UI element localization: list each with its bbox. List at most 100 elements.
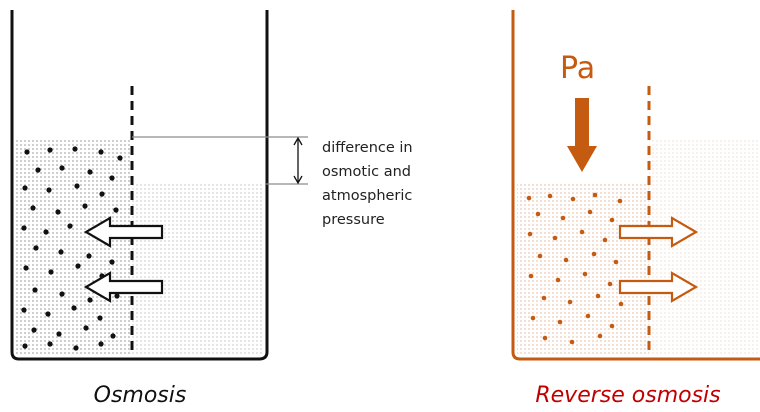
solute-particle <box>597 333 603 339</box>
solute-particles-left <box>21 146 123 351</box>
solute-particle <box>48 269 54 275</box>
solute-particle <box>43 229 49 235</box>
solute-particle <box>552 235 558 241</box>
solute-particle <box>613 259 619 265</box>
left-beaker <box>10 10 269 361</box>
solute-particle <box>99 191 105 197</box>
solute-particle <box>73 345 79 351</box>
solute-particle <box>24 149 30 155</box>
solute-particle <box>114 293 120 299</box>
solute-particle <box>555 277 561 283</box>
solute-particle <box>537 253 543 259</box>
solute-particle <box>582 271 588 277</box>
solute-particle <box>98 341 104 347</box>
caption-line-4: pressure <box>322 212 385 228</box>
osmosis-title: Osmosis <box>94 383 187 408</box>
solute-particle <box>87 169 93 175</box>
solute-particle <box>528 273 534 279</box>
solute-particle <box>46 187 52 193</box>
solute-particle <box>527 231 533 237</box>
solute-particle <box>83 325 89 331</box>
solute-particle <box>55 209 61 215</box>
solute-particle <box>609 323 615 329</box>
solute-particle <box>542 335 548 341</box>
solute-particle <box>45 311 51 317</box>
solute-particle <box>33 245 39 251</box>
solute-particle <box>579 229 585 235</box>
caption-line-3: atmospheric <box>322 188 412 204</box>
solute-particle <box>87 297 93 303</box>
applied-pressure-arrow-icon <box>567 98 597 172</box>
solute-particle <box>587 209 593 215</box>
caption-line-2: osmotic and <box>322 164 411 180</box>
solute-particle <box>530 315 536 321</box>
solute-particle <box>31 327 37 333</box>
reverse-flow-arrow-lower <box>618 271 699 303</box>
solute-particle <box>541 295 547 301</box>
osmosis-arrow-upper <box>83 216 164 248</box>
solute-particle <box>47 147 53 153</box>
solute-particle <box>98 149 104 155</box>
reverse-osmosis-title: Reverse osmosis <box>535 383 720 408</box>
solute-particle <box>567 299 573 305</box>
right-solvent-fill <box>649 138 760 356</box>
solute-particle <box>617 198 623 204</box>
solute-particle <box>97 315 103 321</box>
solute-particle <box>21 307 27 313</box>
solute-particle <box>585 313 591 319</box>
left-solvent-fill <box>132 184 264 356</box>
solute-particle <box>35 167 41 173</box>
solute-particle <box>535 211 541 217</box>
solute-particle <box>113 207 119 213</box>
solute-particle <box>557 319 563 325</box>
solute-particle <box>56 331 62 337</box>
solute-particle <box>592 192 598 198</box>
solute-particle <box>110 333 116 339</box>
solute-particle <box>22 185 28 191</box>
solute-particle <box>75 263 81 269</box>
solute-particle <box>560 215 566 221</box>
solute-particle <box>563 257 569 263</box>
reverse-osmosis-panel: Pa Reverse osmosis <box>511 10 760 408</box>
solute-particle <box>570 196 576 202</box>
solute-particle <box>602 237 608 243</box>
solute-particle <box>59 165 65 171</box>
solute-particle <box>618 301 624 307</box>
pressure-difference-indicator <box>132 136 308 185</box>
right-solution-fill <box>517 184 649 356</box>
applied-pressure-label: Pa <box>560 51 595 86</box>
solute-particle <box>74 183 80 189</box>
right-beaker <box>511 10 760 361</box>
solute-particle <box>67 223 73 229</box>
pressure-caption: difference in osmotic and atmospheric pr… <box>322 140 417 228</box>
left-solution-fill <box>16 138 132 356</box>
solute-particle <box>30 205 36 211</box>
solute-particle <box>117 155 123 161</box>
solute-particle <box>607 281 613 287</box>
solute-particle <box>547 193 553 199</box>
osmosis-panel: difference in osmotic and atmospheric pr… <box>10 10 417 408</box>
solute-particle <box>609 217 615 223</box>
caption-line-1: difference in <box>322 140 413 156</box>
solute-particle <box>109 175 115 181</box>
solute-particle <box>86 253 92 259</box>
reverse-flow-arrow-upper <box>618 216 699 248</box>
solute-particle <box>23 265 29 271</box>
solute-particles-right <box>526 192 624 345</box>
solute-particle <box>591 251 597 257</box>
solute-particle <box>32 287 38 293</box>
solute-particle <box>72 146 78 152</box>
osmosis-arrow-lower <box>83 271 164 303</box>
solute-particle <box>526 195 532 201</box>
solute-particle <box>22 343 28 349</box>
solute-particle <box>82 203 88 209</box>
solute-particle <box>595 293 601 299</box>
solute-particle <box>109 259 115 265</box>
solute-particle <box>21 225 27 231</box>
solute-particle <box>71 305 77 311</box>
solute-particle <box>569 339 575 345</box>
solute-particle <box>47 341 53 347</box>
solute-particle <box>58 249 64 255</box>
solute-particle <box>59 291 65 297</box>
